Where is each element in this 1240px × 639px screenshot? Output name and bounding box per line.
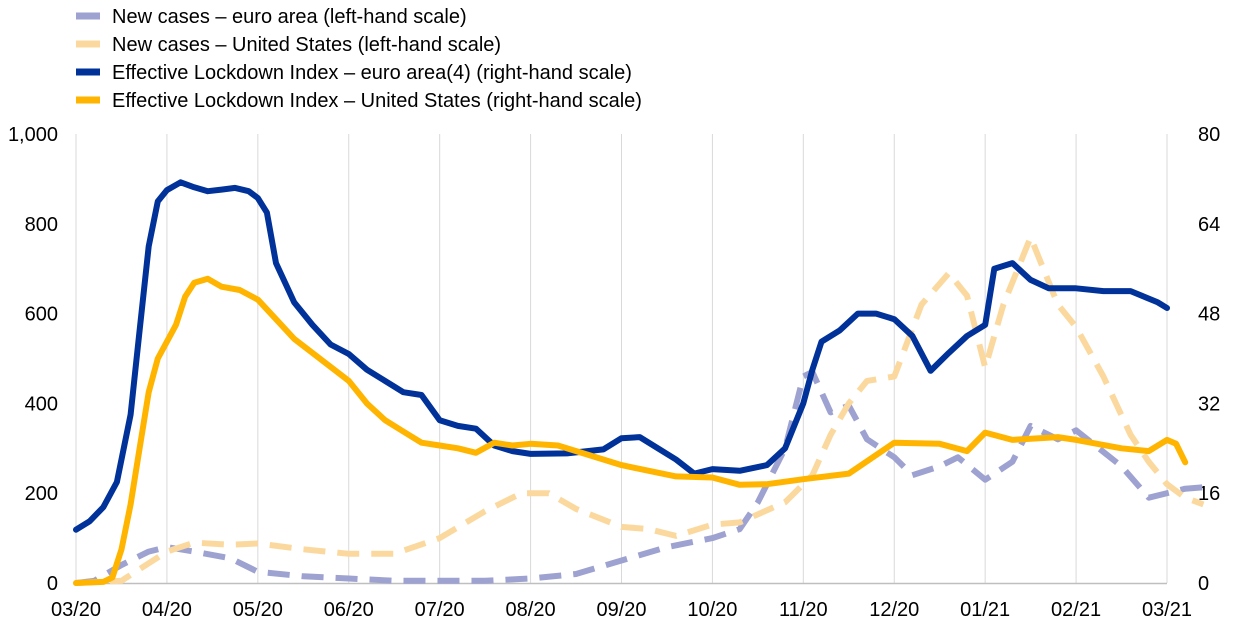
right-tick-label: 80 [1198, 124, 1220, 146]
left-tick-label: 600 [25, 304, 58, 326]
x-tick-label: 03/21 [1142, 599, 1192, 621]
left-tick-label: 800 [25, 214, 58, 236]
series-line-1 [75, 369, 1213, 586]
x-tick-label: 02/21 [1051, 599, 1101, 621]
x-tick-label: 07/20 [415, 599, 465, 621]
x-tick-label: 09/20 [596, 599, 646, 621]
legend-label: New cases – United States (left-hand sca… [112, 34, 501, 56]
series-line-3 [73, 179, 1170, 533]
x-tick-label: 06/20 [324, 599, 374, 621]
legend-label: Effective Lockdown Index – United States… [112, 90, 642, 112]
x-tick-label: 12/20 [869, 599, 919, 621]
legend-label: New cases – euro area (left-hand scale) [112, 6, 467, 28]
right-tick-label: 64 [1198, 214, 1220, 236]
x-tick-label: 05/20 [233, 599, 283, 621]
x-axis-ticks: 03/20 04/20 05/20 06/20 07/20 08/20 09/20 10/20… [51, 599, 1192, 621]
series-layer [73, 179, 1213, 586]
left-tick-label: 1,000 [8, 124, 58, 146]
x-tick-label: 01/21 [960, 599, 1010, 621]
x-tick-label: 10/20 [687, 599, 737, 621]
left-axis-ticks: 0 200 400 600 800 1,000 [8, 124, 58, 595]
right-tick-label: 48 [1198, 304, 1220, 326]
right-tick-label: 0 [1198, 573, 1209, 595]
x-tick-label: 08/20 [506, 599, 556, 621]
chart-gridlines [75, 134, 1168, 583]
x-tick-label: 04/20 [142, 599, 192, 621]
x-tick-label: 11/20 [779, 599, 828, 621]
x-tick-label: 03/20 [51, 599, 101, 621]
left-tick-label: 400 [25, 393, 58, 415]
left-tick-label: 0 [47, 573, 58, 595]
legend-label: Effective Lockdown Index – euro area(4) … [112, 62, 632, 84]
right-axis-ticks: 0 16 32 48 64 80 [1198, 124, 1220, 595]
series-line-4 [73, 275, 1189, 586]
right-tick-label: 32 [1198, 393, 1220, 415]
right-tick-label: 16 [1198, 483, 1220, 505]
series-line-2 [75, 234, 1205, 586]
legend: New cases – euro area (left-hand scale) N… [76, 6, 642, 112]
left-tick-label: 200 [25, 483, 58, 505]
